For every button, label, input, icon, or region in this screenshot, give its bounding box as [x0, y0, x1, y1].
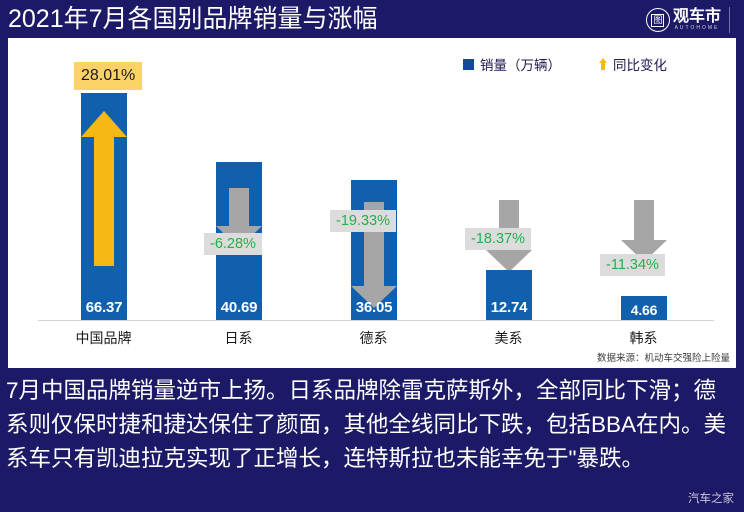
bar-group-2: 36.05 -19.33% 德系 [306, 38, 441, 368]
yoy-label-4: -11.34% [600, 254, 665, 276]
bar-value-0: 66.37 [85, 299, 123, 316]
arrow-head-2 [351, 286, 397, 308]
logo-subtitle: AUTOHOME [674, 25, 720, 31]
caption-text: 7月中国品牌销量逆市上扬。日系品牌除雷克萨斯外，全部同比下滑；德系则仅保时捷和捷… [6, 378, 727, 471]
watermark: 汽车之家 [688, 493, 734, 505]
plot-area: 28.01% 66.37 中国品牌 40.69 -6.28% 日系 [8, 38, 736, 368]
logo-circle-icon: 图 [645, 8, 670, 32]
category-label-2: 德系 [359, 330, 388, 346]
bar-group-0: 28.01% 66.37 中国品牌 [36, 38, 171, 368]
logo-mark-glyph: 图 [651, 13, 665, 27]
bar-2[interactable]: 36.05 [351, 180, 397, 320]
legend-item-yoy: 同比变化 [599, 54, 667, 74]
caption-panel: 7月中国品牌销量逆市上扬。日系品牌除雷克萨斯外，全部同比下滑；德系则仅保时捷和捷… [0, 372, 744, 512]
bar-value-1: 40.69 [220, 299, 258, 316]
arrow-up-icon-0 [81, 111, 127, 266]
category-label-1: 日系 [224, 330, 253, 346]
page-title: 2021年7月各国别品牌销量与涨幅 [8, 5, 378, 33]
arrow-head-3 [486, 250, 532, 272]
legend-label-yoy: 同比变化 [613, 58, 667, 73]
bar-value-2: 36.05 [355, 299, 393, 316]
bar-group-4: -11.34% 4.66 韩系 [576, 38, 711, 368]
brand-logo: 图 观车市 AUTOHOME [618, 4, 730, 36]
chart-legend: 销量（万辆） 同比变化 [463, 54, 667, 74]
logo-wordmark: 观车市 AUTOHOME [673, 8, 721, 32]
bar-group-3: -18.37% 12.74 美系 [441, 38, 576, 368]
arrow-shaft-1 [229, 188, 249, 228]
bar-4[interactable]: 4.66 [621, 296, 667, 320]
yoy-label-0: 28.01% [74, 62, 143, 90]
bar-group-1: 40.69 -6.28% 日系 [171, 38, 306, 368]
bar-3[interactable]: 12.74 [486, 270, 532, 320]
yoy-label-1: -6.28% [204, 233, 262, 255]
legend-item-sales: 销量（万辆） [463, 54, 561, 74]
arrow-down-icon-4 [621, 200, 667, 262]
yoy-label-3: -18.37% [465, 228, 532, 250]
category-label-4: 韩系 [629, 330, 658, 346]
arrow-up-icon [599, 58, 607, 70]
yoy-label-2: -19.33% [330, 210, 397, 232]
chart-panel: 销量（万辆） 同比变化 28.01% 66.37 中国品牌 [8, 38, 736, 368]
category-label-0: 中国品牌 [75, 330, 132, 346]
x-axis-line [38, 320, 714, 321]
square-icon [463, 58, 474, 70]
category-label-3: 美系 [494, 330, 523, 346]
logo-divider [729, 7, 730, 33]
source-note: 数据来源：机动车交强险上险量 [596, 353, 730, 364]
arrow-head-0 [81, 111, 127, 137]
arrow-shaft-4 [634, 200, 654, 242]
bar-0[interactable]: 66.37 [81, 93, 127, 320]
arrow-shaft-0 [94, 137, 114, 266]
legend-label-sales: 销量（万辆） [480, 58, 561, 73]
bar-value-4: 4.66 [630, 302, 658, 318]
logo-name: 观车市 [672, 8, 721, 25]
header-bar: 2021年7月各国别品牌销量与涨幅 图 观车市 AUTOHOME [0, 0, 744, 38]
bar-value-3: 12.74 [490, 299, 528, 316]
